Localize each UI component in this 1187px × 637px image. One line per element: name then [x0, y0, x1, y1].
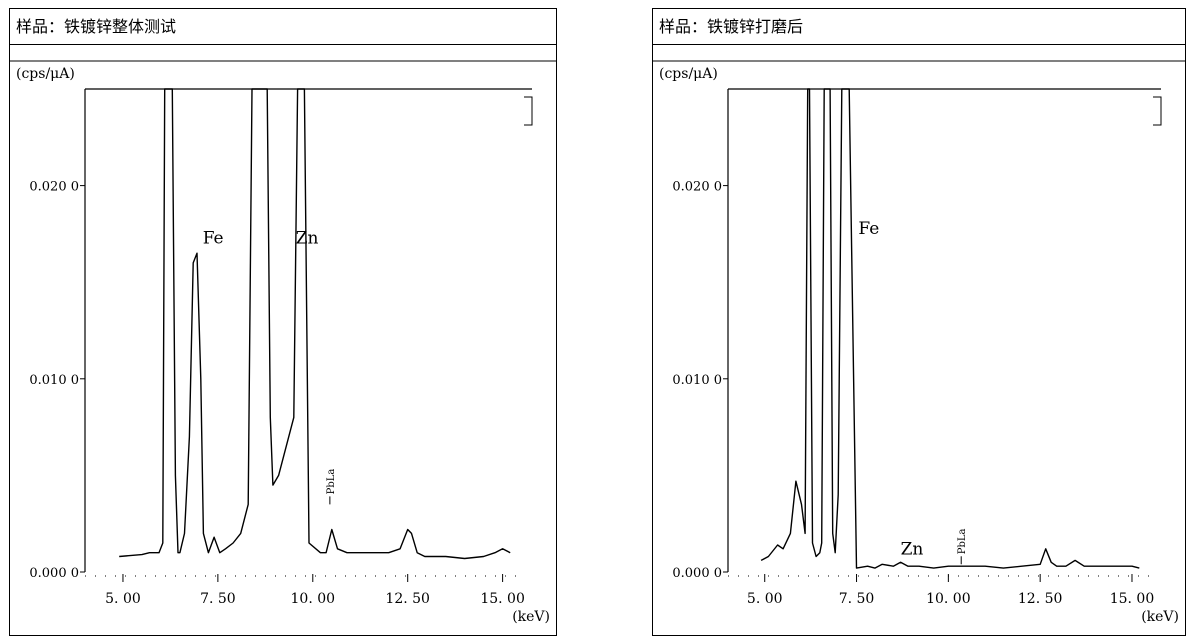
chart-panel-left: 样品：铁镀锌整体测试 (cps/μA) 0.000 0 0.010 0 0.020 0… [9, 8, 557, 636]
peak-label: Fe [858, 219, 879, 239]
spectrum-chart-left: (cps/μA) 0.000 0 0.010 0 0.020 0 5. 00 7. 50 1… [10, 60, 556, 625]
y-axis-label: (cps/μA) [16, 66, 75, 82]
y-axis-label: (cps/μA) [659, 66, 718, 82]
x-tick-label: 15. 00 [480, 591, 525, 607]
y-tick-label: 0.020 0 [672, 180, 722, 195]
peak-label: Zn [901, 540, 924, 560]
peak-label: Zn [296, 229, 319, 249]
y-tick-label: 0.010 0 [672, 373, 722, 388]
peak-label: PbLa [326, 469, 337, 495]
scale-bracket [524, 96, 533, 126]
y-tick-label: 0.010 0 [29, 373, 79, 388]
spectrum-line [119, 88, 511, 560]
y-tick-label: 0.020 0 [29, 180, 79, 195]
x-axis-label: (keV) [1141, 609, 1179, 625]
scale-bracket [1153, 96, 1162, 126]
x-tick-label: 15. 00 [1110, 591, 1155, 607]
x-tick-label: 5. 00 [105, 591, 141, 607]
x-tick-label: 12. 50 [385, 591, 430, 607]
peak-label: Fe [203, 229, 224, 249]
panel-title: 样品：铁镀锌打磨后 [653, 9, 1185, 45]
peak-label: PbLa [957, 529, 968, 555]
x-tick-label: 12. 50 [1018, 591, 1063, 607]
x-axis-label: (keV) [512, 609, 550, 625]
panel-title: 样品：铁镀锌整体测试 [10, 9, 556, 45]
spectrum-line [760, 88, 1140, 569]
x-tick-label: 7. 50 [839, 591, 875, 607]
x-tick-label: 7. 50 [200, 591, 236, 607]
y-tick-label: 0.000 0 [29, 566, 79, 581]
x-tick-label: 10. 00 [926, 591, 971, 607]
chart-panel-right: 样品：铁镀锌打磨后 (cps/μA) 0.000 0 0.010 0 0.020 0 5… [652, 8, 1186, 636]
x-tick-label: 10. 00 [291, 591, 336, 607]
x-tick-label: 5. 00 [747, 591, 783, 607]
y-tick-label: 0.000 0 [672, 566, 722, 581]
spectrum-chart-right: (cps/μA) 0.000 0 0.010 0 0.020 0 5. 00 7. 50 1… [653, 60, 1185, 625]
